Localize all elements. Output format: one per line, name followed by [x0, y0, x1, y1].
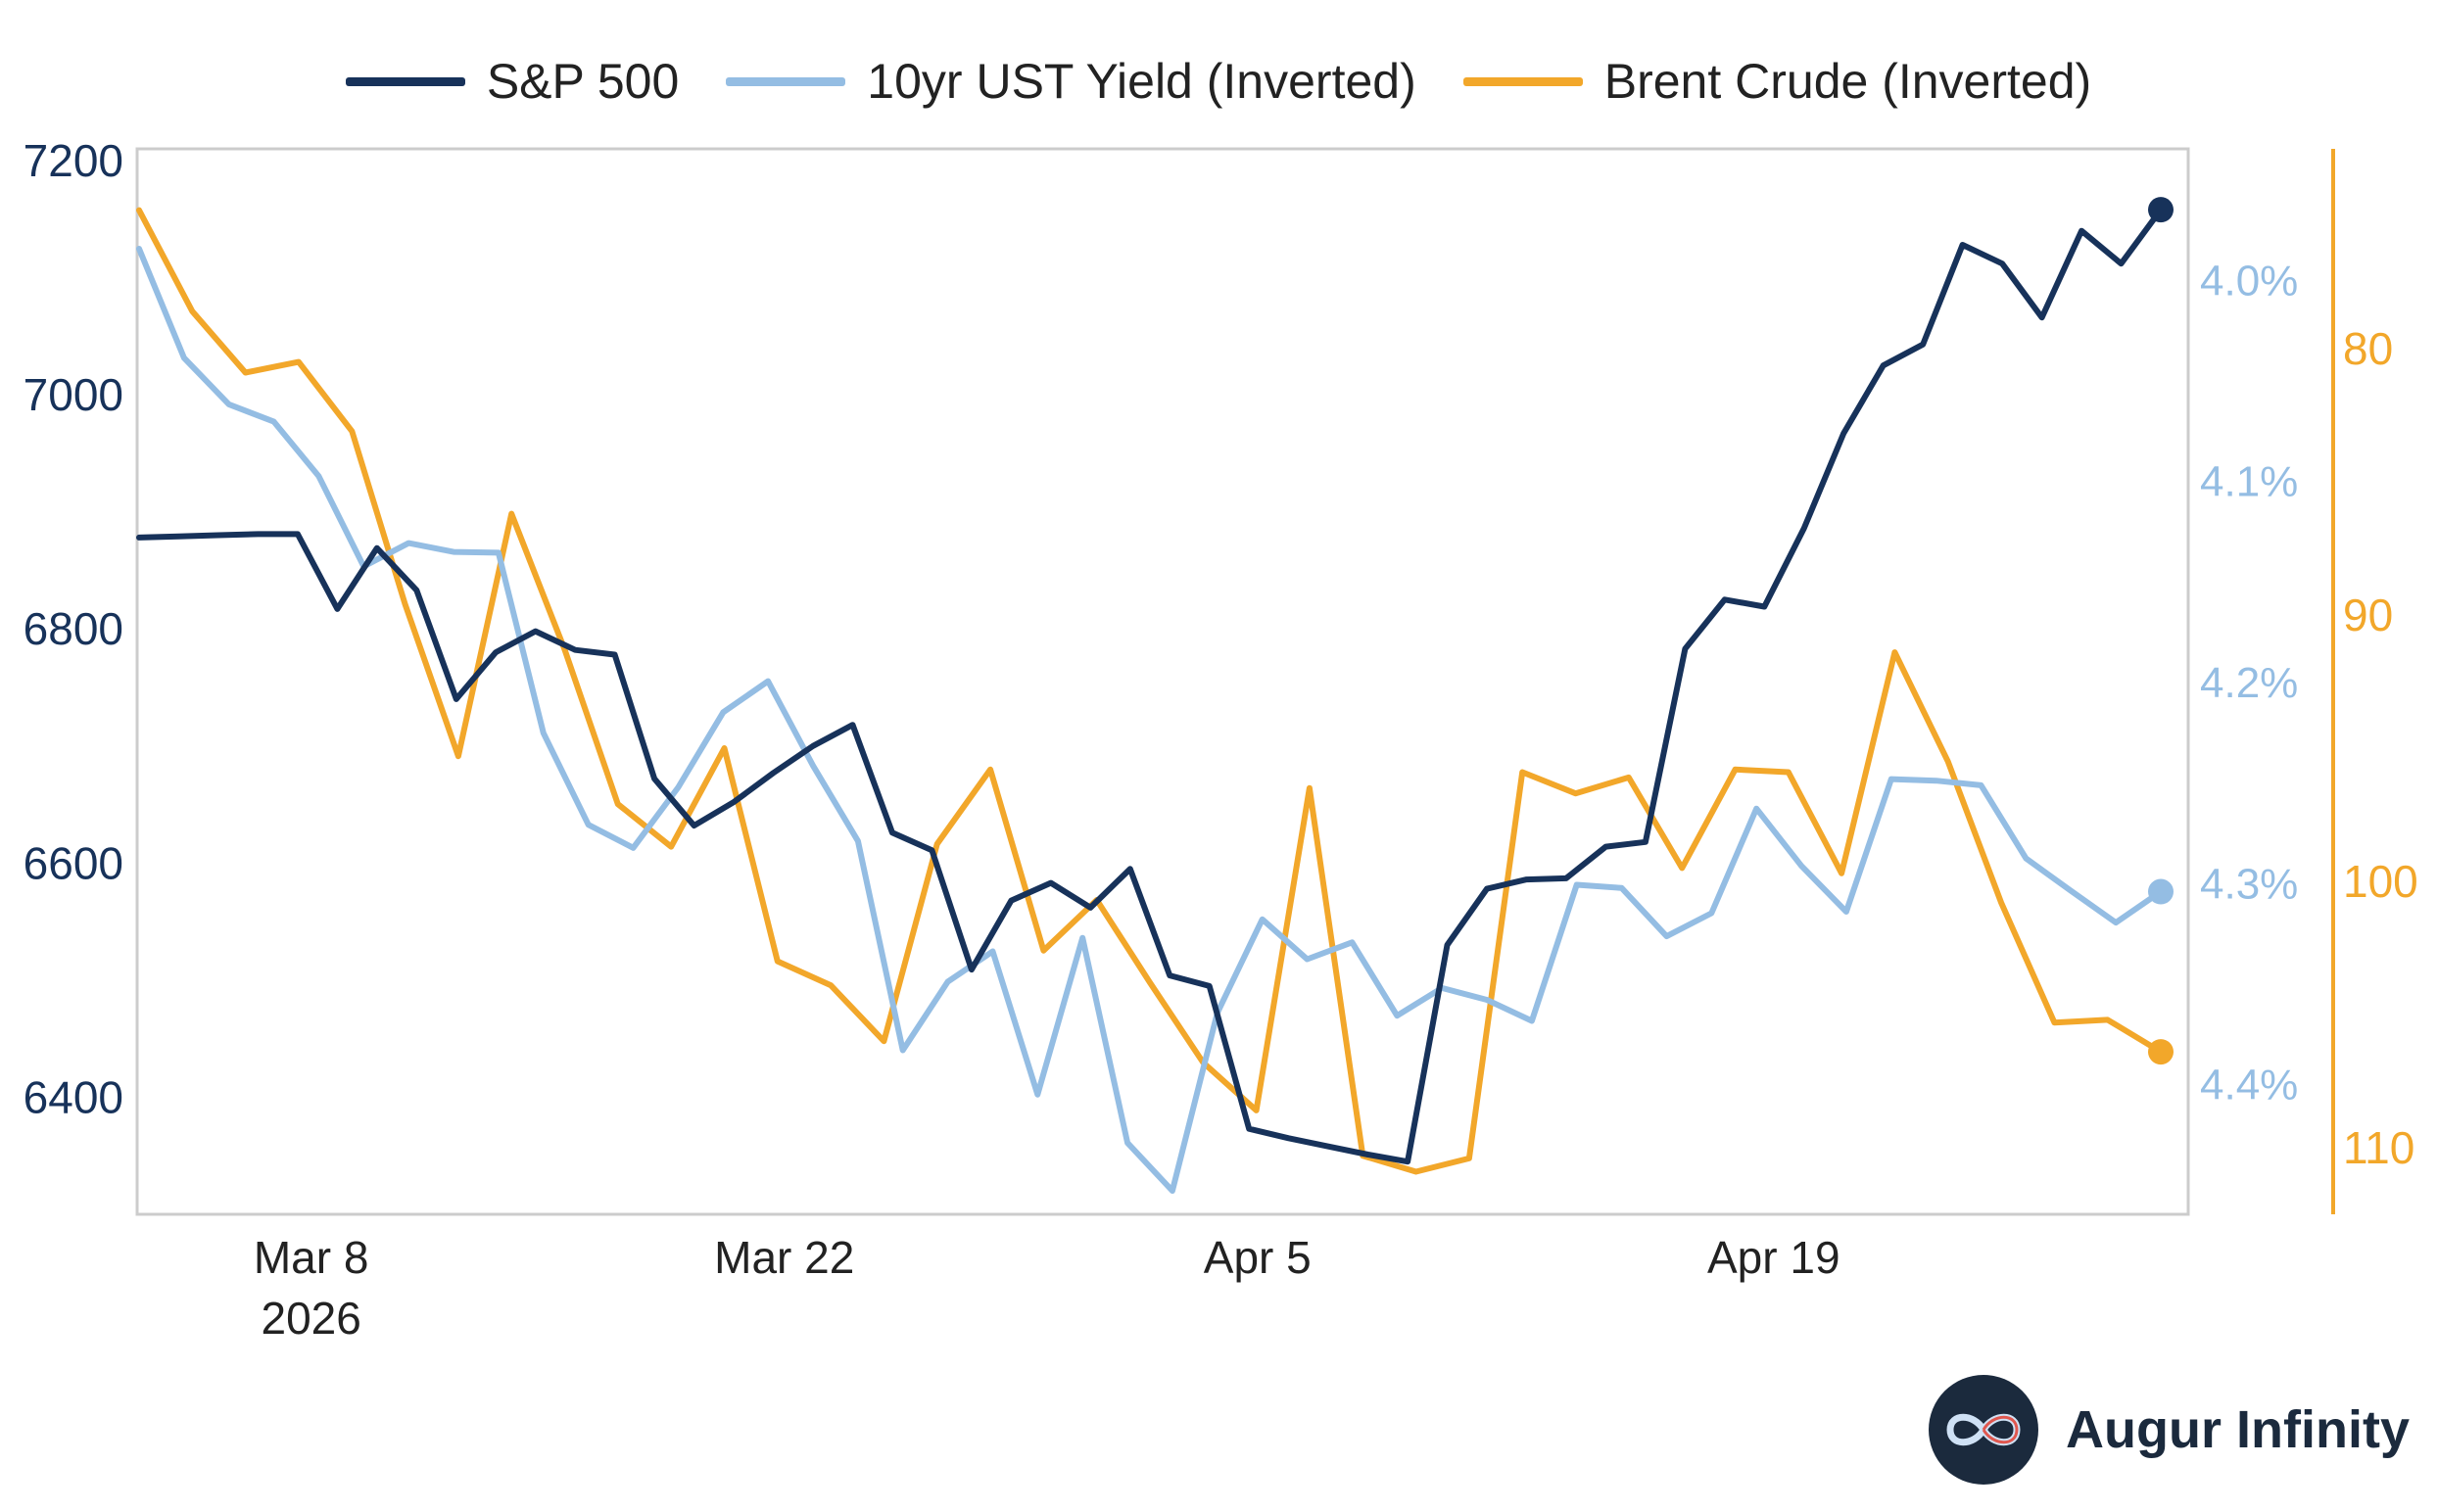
ust-end-marker [2148, 878, 2174, 905]
chart-legend: S&P 500 10yr UST Yield (Inverted) Brent … [0, 47, 2437, 116]
left-tick-label: 7200 [24, 135, 123, 186]
brent-line [136, 207, 2164, 1175]
brand-name: Augur Infinity [2066, 1400, 2410, 1459]
legend-swatch-sp500 [345, 76, 465, 86]
legend-label-sp500: S&P 500 [486, 54, 680, 109]
ust-tick-label: 4.1% [2200, 458, 2298, 506]
plot-frame [135, 147, 2190, 1216]
brent-tick-label: 100 [2343, 856, 2418, 907]
ust-tick-label: 4.4% [2200, 1062, 2298, 1110]
left-tick-label: 6800 [24, 603, 123, 654]
x-tick-label: Apr 19 [1707, 1232, 1840, 1283]
left-tick-label: 7000 [24, 369, 123, 420]
infinity-logo-icon [1929, 1375, 2039, 1485]
brent-tick-label: 80 [2343, 323, 2393, 374]
brent-tick-label: 110 [2343, 1122, 2414, 1173]
left-tick-label: 6600 [24, 837, 123, 888]
ust-tick-label: 4.2% [2200, 659, 2298, 707]
legend-item-ust: 10yr UST Yield (Inverted) [726, 53, 1416, 110]
legend-label-brent: Brent Crude (Inverted) [1603, 54, 2092, 109]
sp500-end-marker [2148, 197, 2174, 223]
left-tick-label: 6400 [24, 1071, 123, 1122]
legend-swatch-brent [1462, 76, 1583, 86]
brent-tick-label: 90 [2343, 590, 2393, 640]
legend-label-ust: 10yr UST Yield (Inverted) [867, 54, 1416, 109]
x-tick-sublabel: 2026 [261, 1293, 360, 1344]
legend-swatch-ust [726, 76, 846, 86]
x-tick-label: Mar 8 [254, 1232, 369, 1283]
x-tick-label: Apr 5 [1204, 1232, 1312, 1283]
ust-tick-label: 4.0% [2200, 257, 2298, 305]
legend-item-sp500: S&P 500 [345, 53, 680, 110]
ust-line [136, 246, 2164, 1194]
x-tick-label: Mar 22 [714, 1232, 854, 1283]
ust-tick-label: 4.3% [2200, 860, 2298, 908]
brand-lockup: Augur Infinity [1929, 1375, 2410, 1485]
brent-end-marker [2148, 1039, 2174, 1065]
legend-item-brent: Brent Crude (Inverted) [1462, 53, 2092, 110]
sp500-line [136, 207, 2164, 1165]
